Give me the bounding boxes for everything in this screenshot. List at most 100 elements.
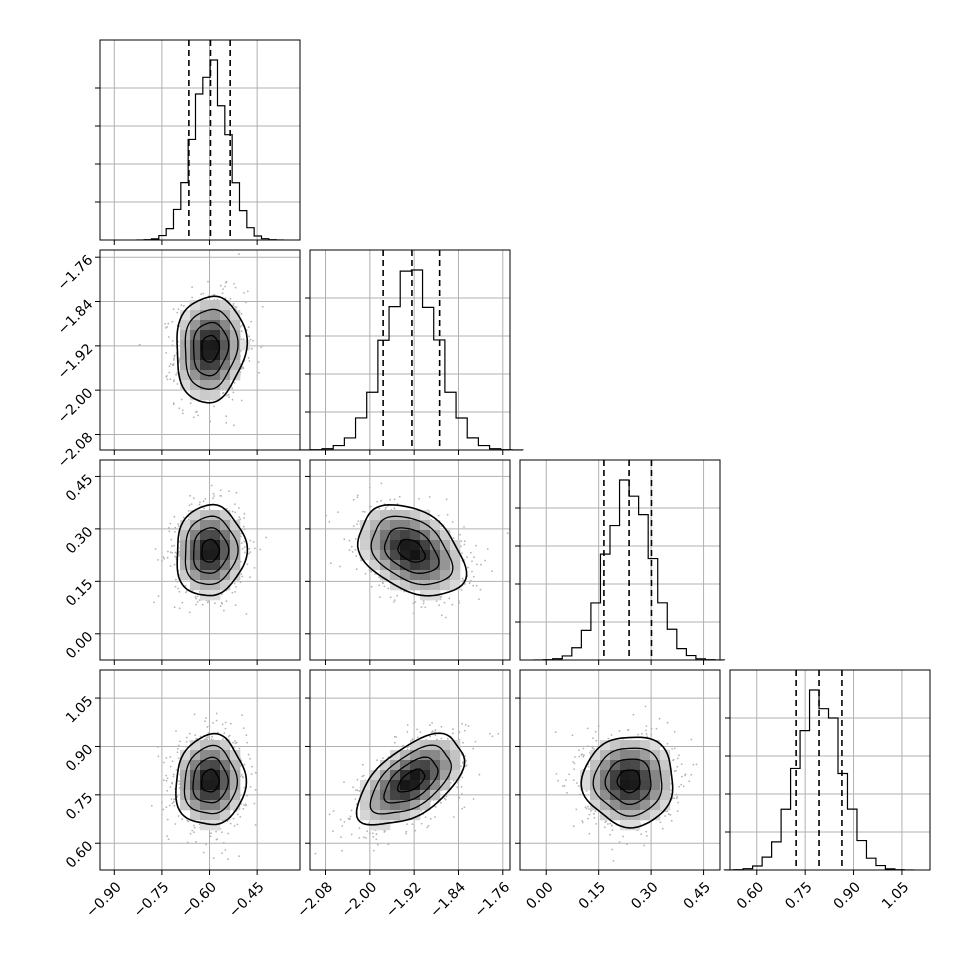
sample-point (231, 398, 234, 401)
sample-point (206, 738, 209, 741)
density-cell (390, 790, 401, 801)
sample-point (187, 518, 190, 521)
density-cell (370, 520, 381, 531)
sample-point (193, 826, 196, 829)
sample-point (185, 741, 188, 743)
density-cell (180, 360, 191, 371)
density-cell (200, 300, 211, 311)
density-cell (200, 560, 211, 571)
sample-point (451, 521, 454, 523)
density-cell (210, 800, 221, 811)
contour-1 (193, 527, 230, 574)
sample-point (429, 735, 431, 738)
sample-point (372, 836, 375, 838)
sample-point (461, 577, 464, 580)
sample-point (236, 823, 239, 826)
sample-point (223, 732, 226, 734)
sample-point (176, 747, 179, 750)
sample-point (420, 606, 423, 608)
density-cell (370, 810, 381, 821)
sample-point (258, 371, 260, 374)
contour-3 (175, 732, 248, 826)
sample-point (174, 585, 177, 588)
sample-point (368, 832, 371, 834)
density-cell (440, 570, 451, 581)
sample-point (168, 804, 171, 807)
sample-point (169, 786, 172, 788)
density-cell (200, 550, 211, 561)
sample-point (465, 760, 467, 762)
sample-point (254, 824, 257, 826)
density-cell (180, 320, 191, 331)
sample-point (240, 573, 243, 576)
density-cell (220, 540, 231, 551)
sample-point (364, 572, 367, 575)
sample-point (207, 600, 210, 602)
sample-point (176, 372, 179, 374)
sample-point (221, 602, 224, 605)
sample-point (232, 817, 235, 820)
sample-point (393, 599, 396, 601)
sample-point (200, 293, 203, 296)
density-cell (230, 760, 241, 771)
sample-point (224, 721, 227, 724)
sample-point (351, 551, 354, 553)
density-cell (380, 820, 391, 831)
sample-point (368, 822, 370, 825)
sample-point (167, 336, 170, 338)
sample-point (241, 575, 244, 578)
sample-point (405, 830, 408, 833)
panel-border (729, 669, 931, 871)
sample-point (227, 858, 229, 860)
density-cell (220, 580, 231, 591)
density-cell (200, 380, 211, 391)
sample-point (486, 548, 489, 550)
sample-point (165, 757, 168, 759)
density-cell (220, 750, 231, 761)
sample-point (414, 829, 417, 832)
sample-point (240, 773, 243, 776)
density-cell (210, 310, 221, 321)
sample-point (440, 595, 443, 598)
density-cell (400, 760, 411, 771)
sample-point (244, 301, 247, 304)
sample-point (209, 420, 212, 423)
density-cell (410, 530, 421, 541)
sample-point (254, 788, 257, 791)
density-cell (410, 810, 421, 821)
sample-point (506, 532, 509, 535)
sample-point (249, 551, 252, 553)
density-cell (410, 520, 421, 531)
density-cell (380, 570, 391, 581)
density-cell (230, 320, 241, 331)
sample-point (232, 303, 235, 305)
density-cell (220, 770, 231, 781)
sample-point (244, 803, 247, 806)
density-cell (240, 340, 251, 351)
sample-point (177, 587, 179, 590)
sample-point (411, 738, 414, 741)
density-cell (220, 560, 231, 571)
density-cell (230, 790, 241, 801)
sample-point (177, 308, 180, 310)
sample-point (239, 816, 242, 818)
sample-point (189, 402, 192, 405)
sample-point (173, 563, 176, 566)
contour-0 (397, 538, 426, 563)
density-cell (370, 530, 381, 541)
density-cell (380, 780, 391, 791)
density-cell (190, 380, 201, 391)
sample-point (240, 560, 242, 563)
sample-point (181, 409, 184, 412)
sample-point (341, 825, 344, 827)
sample-point (234, 503, 236, 506)
density-cell (390, 780, 401, 791)
density-cell (430, 780, 441, 791)
sample-point (250, 320, 253, 323)
sample-point (161, 801, 163, 804)
sample-point (208, 725, 211, 728)
sample-point (243, 292, 245, 294)
sample-point (173, 354, 176, 357)
sample-point (365, 837, 367, 839)
sample-point (229, 297, 232, 300)
